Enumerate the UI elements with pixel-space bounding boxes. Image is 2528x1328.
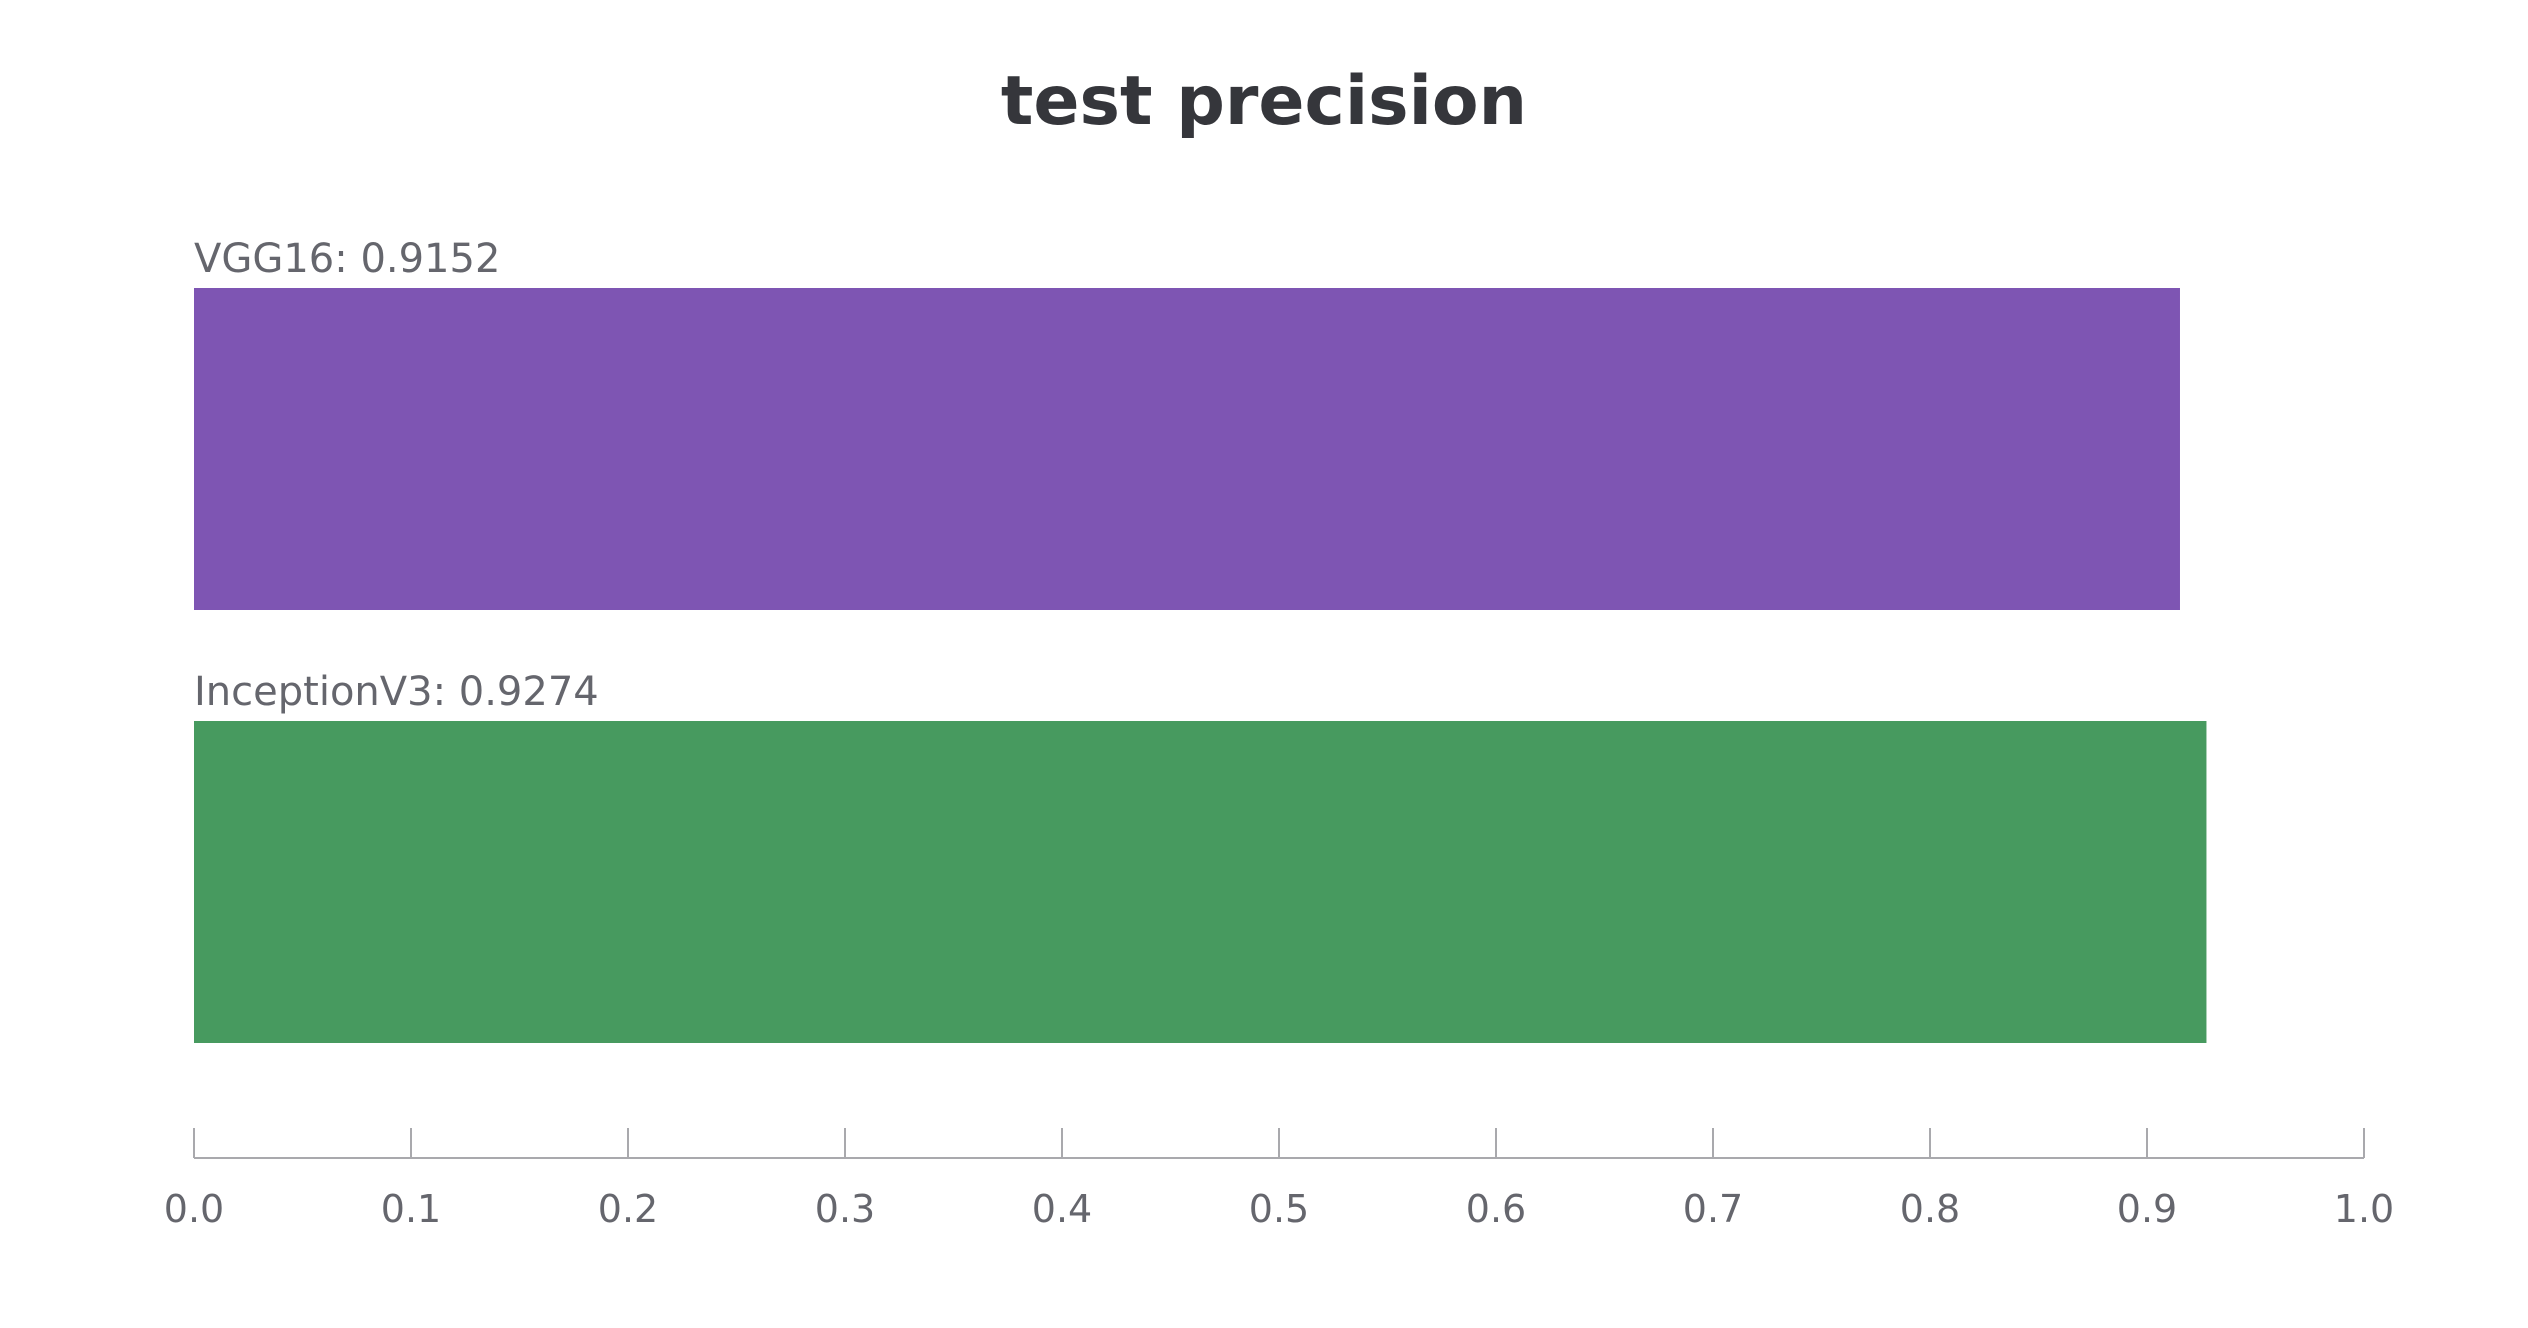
bars-layer: VGG16: 0.9152 InceptionV3: 0.9274 bbox=[194, 236, 2207, 1043]
chart-title: test precision bbox=[1000, 62, 1528, 141]
bar-label-vgg16: VGG16: 0.9152 bbox=[194, 236, 500, 282]
x-tick-label: 1.0 bbox=[2334, 1187, 2394, 1231]
x-tick-label: 0.2 bbox=[598, 1187, 658, 1231]
x-tick-label: 0.3 bbox=[815, 1187, 875, 1231]
x-tick-label: 0.7 bbox=[1683, 1187, 1743, 1231]
x-tick-label: 0.1 bbox=[381, 1187, 441, 1231]
x-tick-label: 0.0 bbox=[164, 1187, 224, 1231]
x-tick-label: 0.9 bbox=[2117, 1187, 2177, 1231]
x-tick-label: 0.8 bbox=[1900, 1187, 1960, 1231]
bar-label-inceptionv3: InceptionV3: 0.9274 bbox=[194, 669, 599, 715]
x-tick-label: 0.4 bbox=[1032, 1187, 1092, 1231]
bar-inceptionv3 bbox=[194, 721, 2207, 1043]
x-axis: 0.0 0.1 0.2 0.3 0.4 0.5 0.6 0.7 0.8 0.9 1.0 bbox=[164, 1128, 2394, 1231]
x-tick-label: 0.5 bbox=[1249, 1187, 1309, 1231]
x-tick-label: 0.6 bbox=[1466, 1187, 1526, 1231]
bar-vgg16 bbox=[194, 288, 2180, 610]
